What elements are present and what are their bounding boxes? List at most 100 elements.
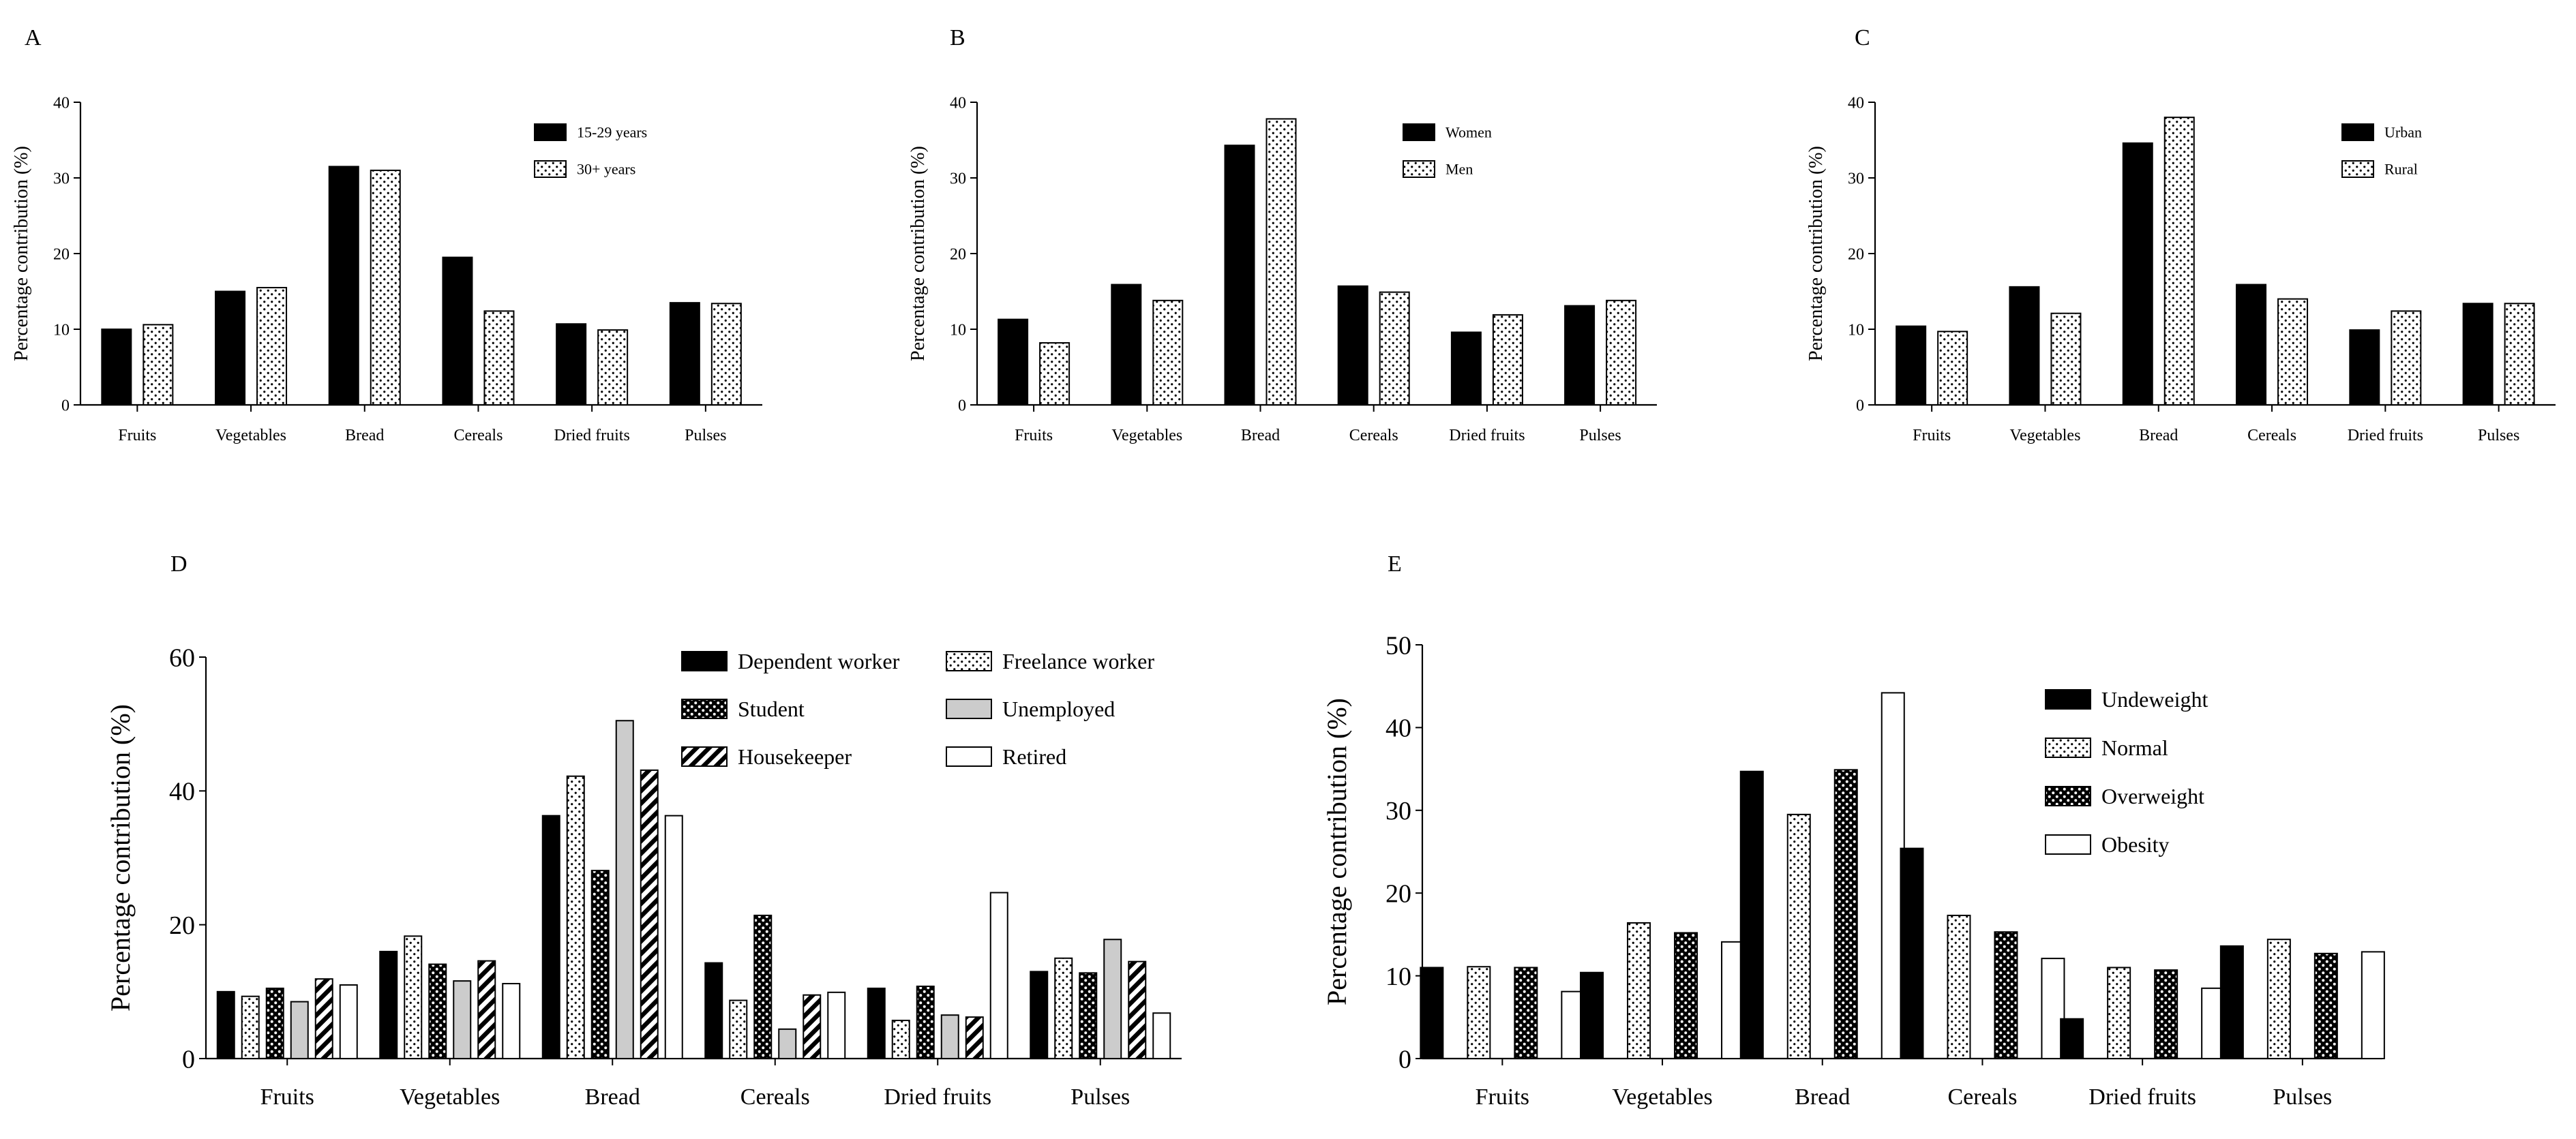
bar-vegetables-undeweight — [1580, 971, 1604, 1060]
bar-cereals-housekeeper — [803, 994, 822, 1060]
category-label: Fruits — [1015, 427, 1053, 444]
legend-label-rural: Rural — [2384, 161, 2418, 178]
bar-dried-fruits-retired — [989, 892, 1008, 1059]
bar-fruits-15-29-years — [101, 329, 132, 406]
bar-bread-housekeeper — [640, 769, 659, 1059]
bar-fruits-housekeeper — [314, 978, 333, 1059]
bar-pulses-freelance-worker — [1054, 957, 1073, 1059]
y-tick-label: 40 — [169, 778, 195, 806]
y-tick-label: 0 — [1856, 397, 1864, 414]
bar-cereals-undeweight — [1900, 847, 1924, 1060]
category-label: Dried fruits — [554, 427, 629, 444]
bar-fruits-student — [265, 987, 284, 1060]
y-tick-label: 40 — [950, 94, 966, 112]
y-tick-label: 10 — [950, 321, 966, 339]
legend-swatch-overweight — [2045, 786, 2091, 806]
bar-dried-fruits-15-29-years — [556, 323, 587, 406]
category-label: Vegetables — [400, 1084, 500, 1110]
bar-bread-normal — [1786, 813, 1811, 1059]
bar-fruits-overweight — [1514, 967, 1538, 1059]
bar-pulses-men — [1606, 299, 1637, 406]
y-tick-label: 0 — [61, 397, 70, 414]
y-tick-label: 30 — [1386, 797, 1411, 825]
category-label: Bread — [585, 1084, 640, 1110]
bar-fruits-rural — [1937, 331, 1968, 406]
panel-letter: C — [1855, 25, 1870, 50]
bar-dried-fruits-housekeeper — [965, 1016, 984, 1060]
legend-label-normal: Normal — [2101, 735, 2168, 760]
bar-pulses-dependent-worker — [1030, 971, 1049, 1059]
bar-fruits-unemployed — [290, 1001, 309, 1060]
bar-vegetables-30-years — [256, 286, 288, 406]
legend-label-undeweight: Undeweight — [2101, 687, 2208, 712]
panel-e: E 0 10 20 30 40 50 Percentage contribution (%) F… — [1321, 551, 2385, 1110]
bar-dried-fruits-undeweight — [2060, 1018, 2084, 1060]
bar-vegetables-freelance-worker — [404, 935, 423, 1059]
category-label: Vegetables — [215, 427, 286, 444]
bar-dried-fruits-student — [916, 985, 935, 1059]
bar-cereals-student — [753, 914, 773, 1059]
bar-bread-undeweight — [1739, 770, 1764, 1059]
bar-pulses-women — [1564, 305, 1596, 406]
panel-letter: B — [950, 25, 965, 50]
bar-vegetables-women — [1111, 284, 1142, 406]
legend-swatch-unemployed — [946, 699, 992, 719]
legend-label-women: Women — [1446, 124, 1492, 141]
category-label: Vegetables — [1111, 427, 1182, 444]
bar-dried-fruits-men — [1492, 314, 1523, 406]
bar-vegetables-unemployed — [453, 980, 472, 1060]
y-tick-label: 30 — [1848, 170, 1864, 187]
bar-pulses-retired — [1152, 1012, 1171, 1060]
panel-d: D 0 20 40 60 Percentage contribution (%) Fruit… — [105, 551, 1182, 1110]
y-tick-label: 20 — [950, 245, 966, 263]
bar-pulses-15-29-years — [669, 302, 700, 406]
y-tick-label: 40 — [1386, 714, 1411, 743]
bar-bread-urban — [2122, 142, 2153, 406]
bar-dried-fruits-women — [1450, 331, 1482, 406]
legend-swatch-normal — [2045, 738, 2091, 758]
bar-vegetables-housekeeper — [477, 960, 496, 1059]
bar-bread-30-years — [370, 169, 401, 406]
legend-label-men: Men — [1446, 161, 1473, 178]
category-label: Fruits — [118, 427, 156, 444]
category-label: Cereals — [1947, 1084, 2017, 1110]
bar-dried-fruits-dependent-worker — [867, 987, 886, 1060]
y-axis-label: Percentage contribution (%) — [1321, 698, 1352, 1005]
bar-dried-fruits-overweight — [2154, 969, 2178, 1060]
y-tick-label: 20 — [53, 245, 70, 263]
legend-label-unemployed: Unemployed — [1002, 697, 1115, 721]
y-tick-label: 60 — [169, 643, 195, 672]
y-tick-label: 30 — [53, 170, 70, 187]
y-tick-label: 40 — [1848, 94, 1864, 112]
bar-pulses-obesity — [2361, 951, 2385, 1060]
bar-bread-men — [1265, 118, 1297, 406]
bar-vegetables-15-29-years — [215, 290, 246, 406]
legend-swatch-undeweight — [2045, 689, 2091, 710]
bar-cereals-men — [1379, 291, 1410, 406]
panel-letter: D — [170, 551, 188, 577]
bar-fruits-normal — [1467, 966, 1491, 1059]
y-axis-label: Percentage contribution (%) — [11, 146, 32, 361]
legend-label-freelance-worker: Freelance worker — [1002, 649, 1154, 673]
bar-cereals-normal — [1947, 914, 1971, 1060]
y-tick-label: 10 — [1386, 962, 1411, 991]
bar-fruits-men — [1039, 341, 1070, 406]
y-tick-label: 10 — [53, 321, 70, 339]
category-label: Cereals — [2247, 427, 2296, 444]
legend-label-housekeeper: Housekeeper — [738, 744, 852, 769]
bar-fruits-urban — [1896, 325, 1927, 406]
legend: Undeweight Normal Overweight Obesity — [2045, 687, 2208, 857]
category-label: Pulses — [2478, 427, 2519, 444]
bar-pulses-30-years — [710, 303, 742, 406]
bar-bread-freelance-worker — [566, 775, 585, 1060]
y-axis-label: Percentage contribution (%) — [105, 704, 136, 1012]
legend-swatch-rural — [2341, 160, 2374, 178]
bar-fruits-30-years — [143, 324, 174, 406]
legend-swatch-men — [1403, 160, 1435, 178]
legend-swatch-retired — [946, 746, 992, 767]
bar-bread-15-29-years — [328, 166, 359, 406]
category-label: Dried fruits — [2088, 1084, 2196, 1110]
category-label: Bread — [2139, 427, 2178, 444]
bar-vegetables-retired — [502, 983, 521, 1060]
